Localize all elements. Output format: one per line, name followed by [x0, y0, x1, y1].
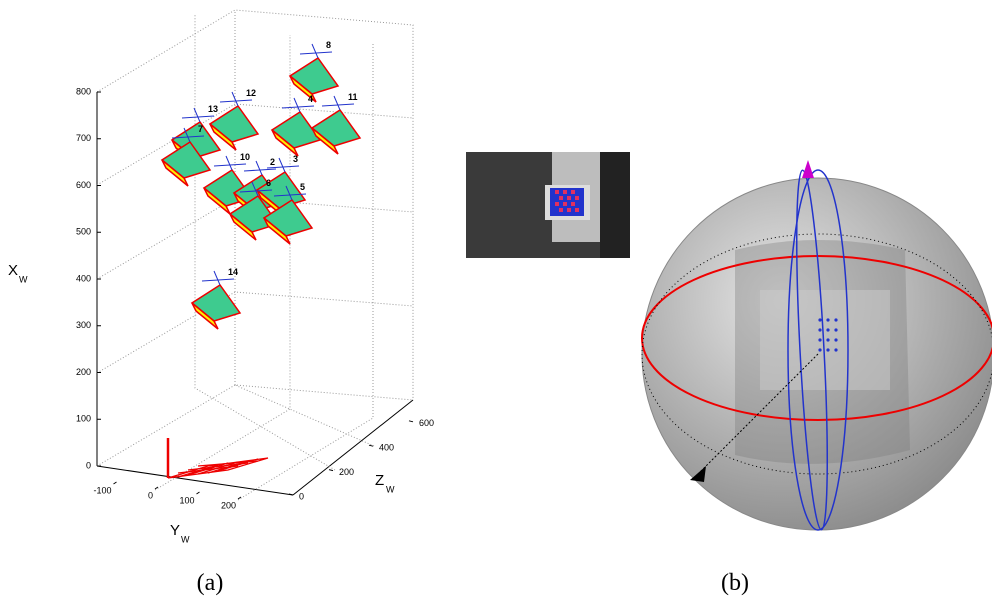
camera-axis — [334, 96, 340, 110]
tick-label: 200 — [221, 500, 236, 510]
camera-face — [192, 285, 240, 321]
tick-label: 300 — [76, 320, 91, 330]
tick-label: 600 — [76, 180, 91, 190]
camera-face — [290, 58, 338, 94]
camera-label: 10 — [240, 152, 250, 162]
tick-label: 700 — [76, 133, 91, 143]
tick-label: 0 — [148, 490, 153, 500]
axes-box — [97, 10, 413, 500]
camera-axis — [214, 271, 220, 285]
camera-axis — [312, 44, 318, 58]
tick-mark — [197, 492, 200, 494]
tick-label: -100 — [93, 485, 111, 495]
caption: (a) — [197, 570, 224, 596]
tick-label: 0 — [86, 460, 91, 470]
camera-axis — [279, 158, 285, 172]
camera-label: 4 — [308, 94, 313, 104]
camera-label: 11 — [348, 92, 358, 102]
tick-label: 600 — [419, 418, 434, 428]
tick-label: 400 — [379, 443, 394, 453]
figure: (a) (b) 0100200300400500600700800-100010… — [0, 0, 992, 602]
tick-mark — [114, 482, 117, 484]
axis-label-subscript: W — [19, 274, 28, 284]
tick-label: 800 — [76, 86, 91, 96]
camera-label: 12 — [246, 88, 256, 98]
camera-label: 2 — [270, 157, 275, 167]
tick-mark — [329, 470, 333, 471]
camera-axis — [232, 92, 238, 106]
camera: 12 — [210, 88, 258, 150]
tick-mark — [409, 421, 413, 422]
tick-label: 100 — [76, 414, 91, 424]
axis-label-subscript: W — [181, 534, 190, 544]
camera-axis — [294, 98, 300, 112]
floor-grid — [168, 438, 268, 478]
camera: 8 — [290, 40, 338, 102]
camera-label: 5 — [300, 182, 305, 192]
axis-label: Y — [170, 522, 180, 539]
tick-label: 500 — [76, 227, 91, 237]
axis-label-subscript: W — [386, 484, 395, 494]
camera-axis — [256, 161, 262, 175]
camera-axis — [226, 156, 232, 170]
sphere — [642, 160, 992, 530]
camera-label: 14 — [228, 267, 238, 277]
tick-label: 100 — [179, 495, 194, 505]
camera-label: 3 — [293, 154, 298, 164]
caption: (b) — [721, 570, 749, 596]
camera-label: 8 — [326, 40, 331, 50]
tick-label: 200 — [339, 467, 354, 477]
camera: 14 — [192, 267, 240, 329]
camera: 4 — [272, 94, 320, 156]
camera: 11 — [312, 92, 360, 154]
camera-label: 7 — [198, 124, 203, 134]
tick-mark — [369, 445, 373, 446]
axis-label: Z — [375, 472, 384, 489]
tick-label: 200 — [76, 367, 91, 377]
camera-label: 6 — [266, 178, 271, 188]
camera-image — [466, 152, 630, 258]
tick-label: 400 — [76, 273, 91, 283]
camera-label: 13 — [208, 104, 218, 114]
axis-label: X — [8, 262, 18, 279]
tick-label: 0 — [299, 491, 304, 501]
